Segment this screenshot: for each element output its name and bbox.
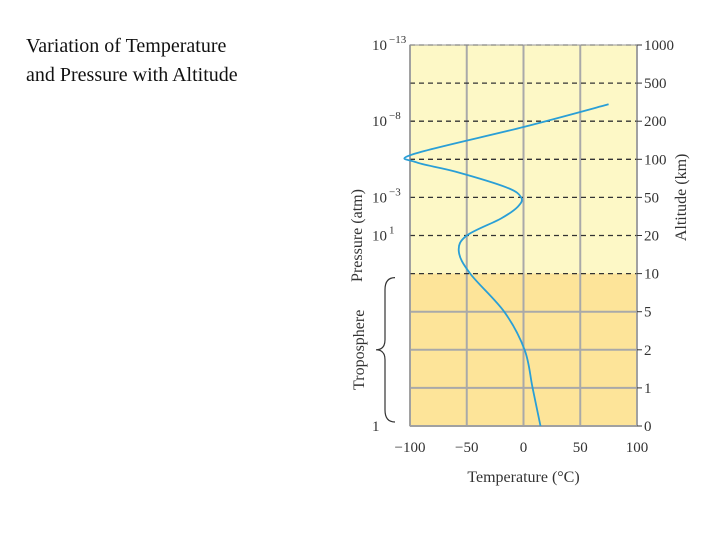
pressure-tick-base-1: 10 [372,114,387,130]
pressure-tick-4: 1 [372,419,380,435]
altitude-tick-3: 5 [644,305,652,321]
pressure-tick-exp-3: 1 [389,225,395,237]
x-tick-0: −100 [395,440,426,456]
pressure-tick-base-0: 10 [372,38,387,54]
pressure-tick-exp-1: −8 [389,110,401,122]
pressure-tick-3: 10 1 [372,225,395,245]
altitude-tick-labels: 0 1 2 5 10 20 50 100 200 500 1000 [637,38,674,435]
pressure-tick-exp-0: −13 [389,34,407,46]
altitude-tick-8: 200 [644,114,667,130]
pressure-tick-base-3: 10 [372,229,387,245]
altitude-tick-9: 500 [644,76,667,92]
pressure-tick-0: 10 −13 [372,34,407,54]
slide-title-line-1: Variation of Temperature [26,35,227,57]
pressure-tick-1: 10 −8 [372,110,401,130]
altitude-tick-2: 2 [644,343,652,359]
altitude-tick-5: 20 [644,229,659,245]
pressure-tick-base-2: 10 [372,190,387,206]
altitude-tick-6: 50 [644,190,659,206]
slide-title-line-2: and Pressure with Altitude [26,64,238,86]
pressure-tick-exp-2: −3 [389,186,401,198]
altitude-axis-label: Altitude (km) [673,154,690,242]
x-tick-labels: −100 −50 0 50 100 [395,440,649,456]
x-tick-1: −50 [455,440,478,456]
pressure-tick-2: 10 −3 [372,186,401,206]
pressure-axis-label: Pressure (atm) [349,189,366,282]
x-tick-4: 100 [626,440,649,456]
altitude-tick-10: 1000 [644,38,674,54]
x-axis-label: Temperature (°C) [467,469,579,486]
altitude-tick-4: 10 [644,267,659,283]
temperature-curve [403,103,609,427]
altitude-tick-1: 1 [644,381,652,397]
troposphere-label: Troposphere [351,310,368,390]
altitude-tick-0: 0 [644,419,652,435]
pressure-tick-base-4: 1 [372,419,380,435]
slide-title: Variation of Temperature and Pressure wi… [26,32,326,90]
altitude-tick-7: 100 [644,152,667,168]
x-tick-2: 0 [520,440,528,456]
x-tick-3: 50 [573,440,588,456]
troposphere-brace [375,277,396,423]
